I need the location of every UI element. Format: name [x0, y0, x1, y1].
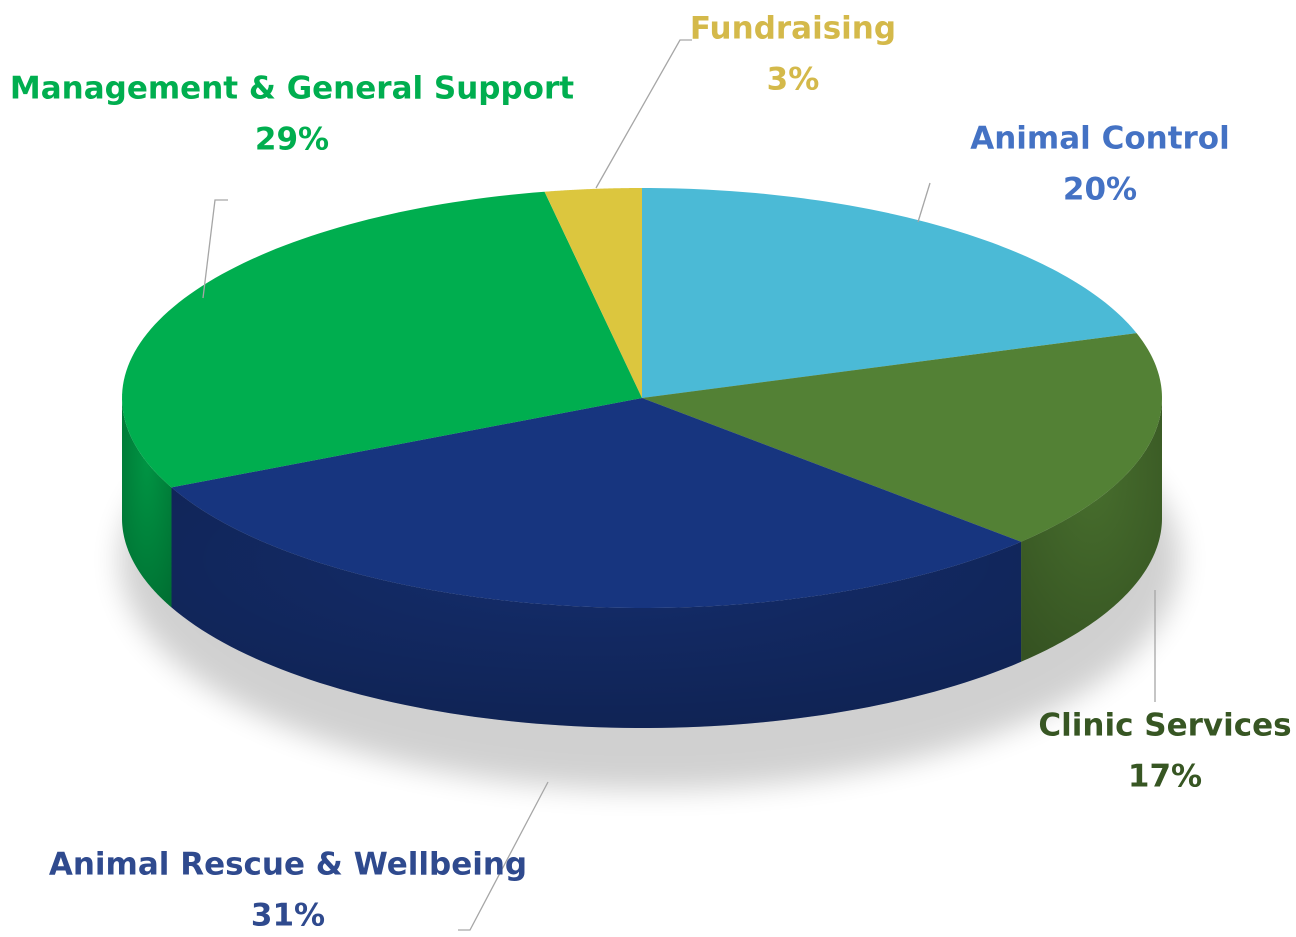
- slice: [544, 188, 642, 398]
- category-label: Clinic Services: [1038, 708, 1291, 744]
- leader-line: [917, 182, 931, 223]
- slice-side-shade: [1021, 398, 1162, 662]
- value-label: 31%: [251, 898, 325, 934]
- value-label: 17%: [1128, 759, 1202, 795]
- slice: [642, 333, 1162, 542]
- leader-line: [458, 781, 549, 931]
- slice-side-shade: [122, 398, 172, 608]
- tops: [122, 188, 1162, 608]
- category-label: Animal Rescue & Wellbeing: [49, 847, 527, 883]
- slice: [122, 191, 642, 488]
- leader-line: [595, 39, 692, 189]
- value-label: 29%: [255, 122, 329, 158]
- category-label: Animal Control: [970, 121, 1229, 157]
- slice: [642, 188, 1137, 398]
- slice-side-shade: [171, 487, 1022, 728]
- leaders: [202, 39, 1156, 931]
- sides: [122, 398, 1162, 728]
- category-label: Management & General Support: [10, 71, 574, 107]
- slice: [171, 398, 1022, 608]
- leader-line: [202, 199, 228, 299]
- labels: Animal Control 20% Clinic Services 17% Anima…: [10, 11, 1292, 934]
- value-label: 20%: [1063, 172, 1137, 208]
- category-label: Fundraising: [690, 11, 896, 47]
- value-label: 3%: [767, 62, 820, 98]
